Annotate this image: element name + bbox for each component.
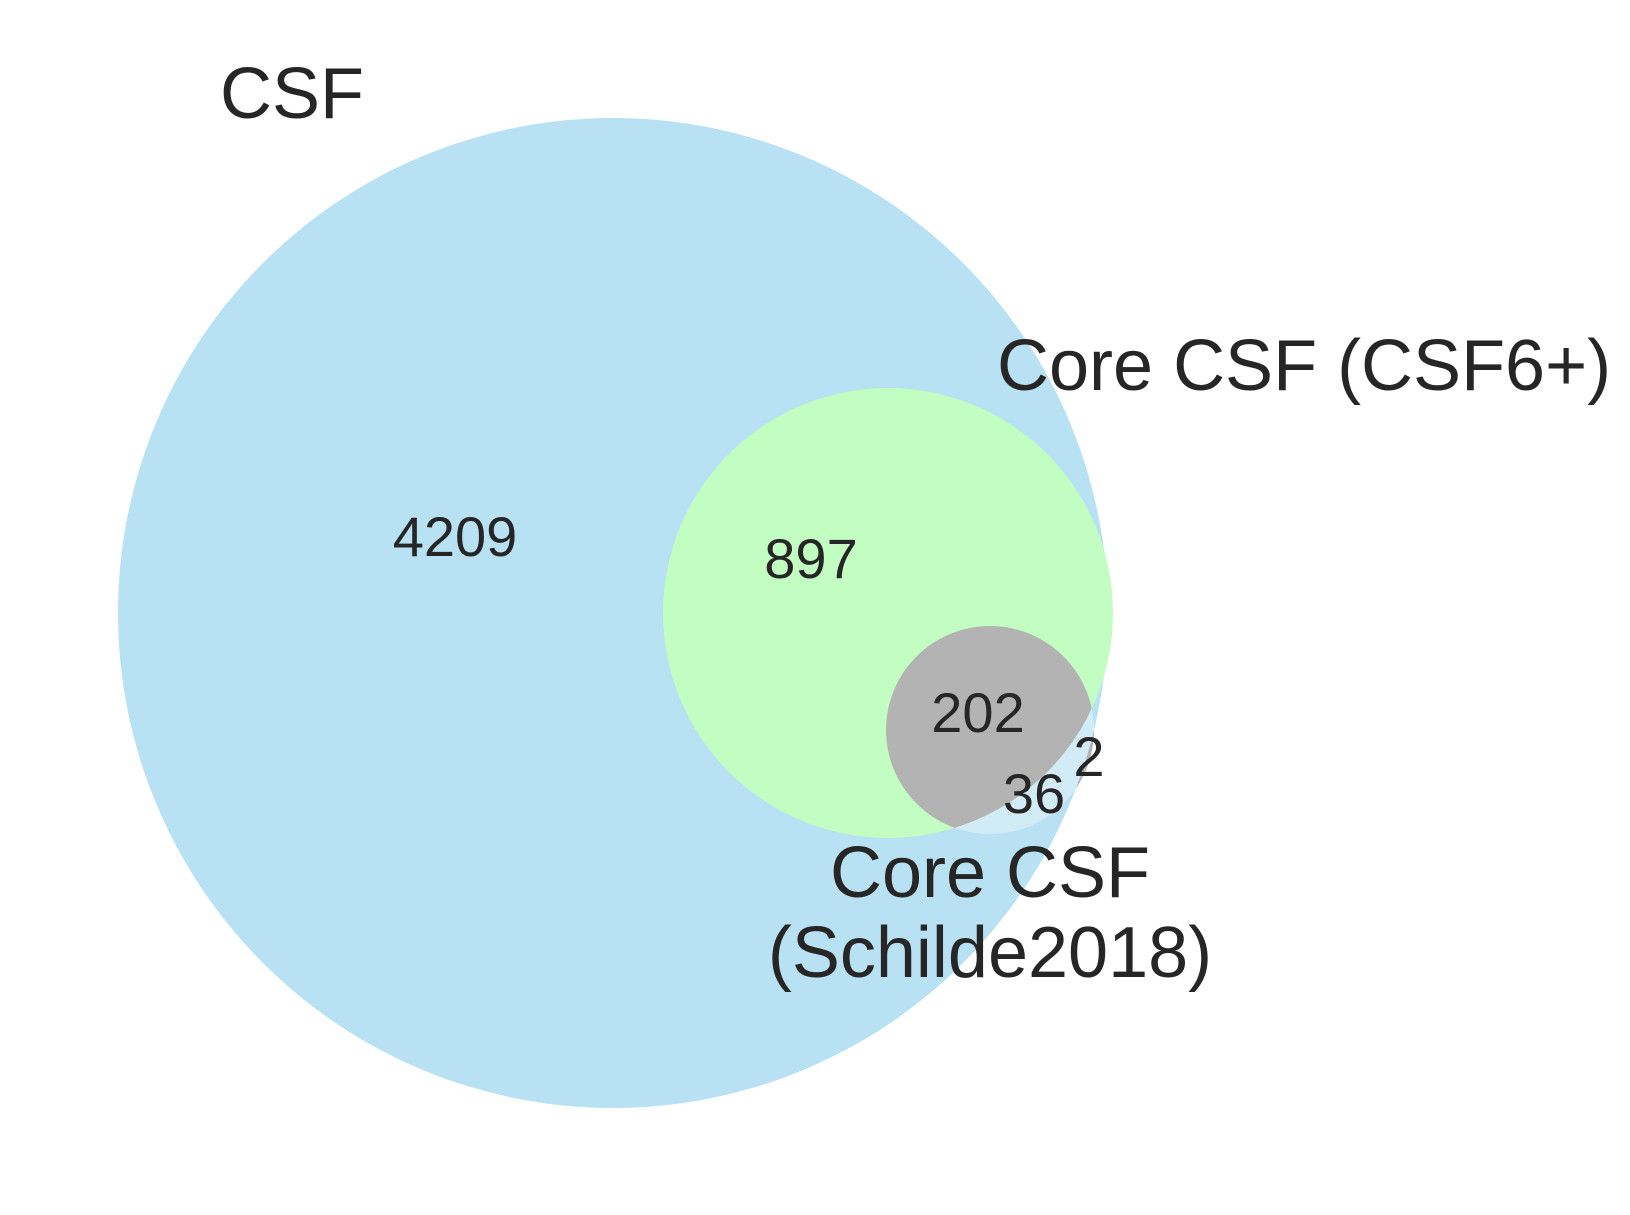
count-schilde-only: 2	[1073, 725, 1104, 788]
csf-circle	[118, 118, 1108, 1108]
count-all-three: 202	[931, 681, 1024, 744]
triple-intersection	[886, 626, 1094, 834]
count-csf-only: 4209	[393, 505, 518, 568]
set-label-core-csf6: Core CSF (CSF6+)	[997, 326, 1611, 406]
set-label-schilde-line1: Core CSF	[830, 833, 1150, 913]
count-csf-schilde: 36	[1003, 762, 1065, 825]
count-csf-core-csf6: 897	[764, 527, 857, 590]
set-label-csf: CSF	[220, 54, 364, 134]
set-label-schilde-line2: (Schilde2018)	[768, 913, 1212, 993]
